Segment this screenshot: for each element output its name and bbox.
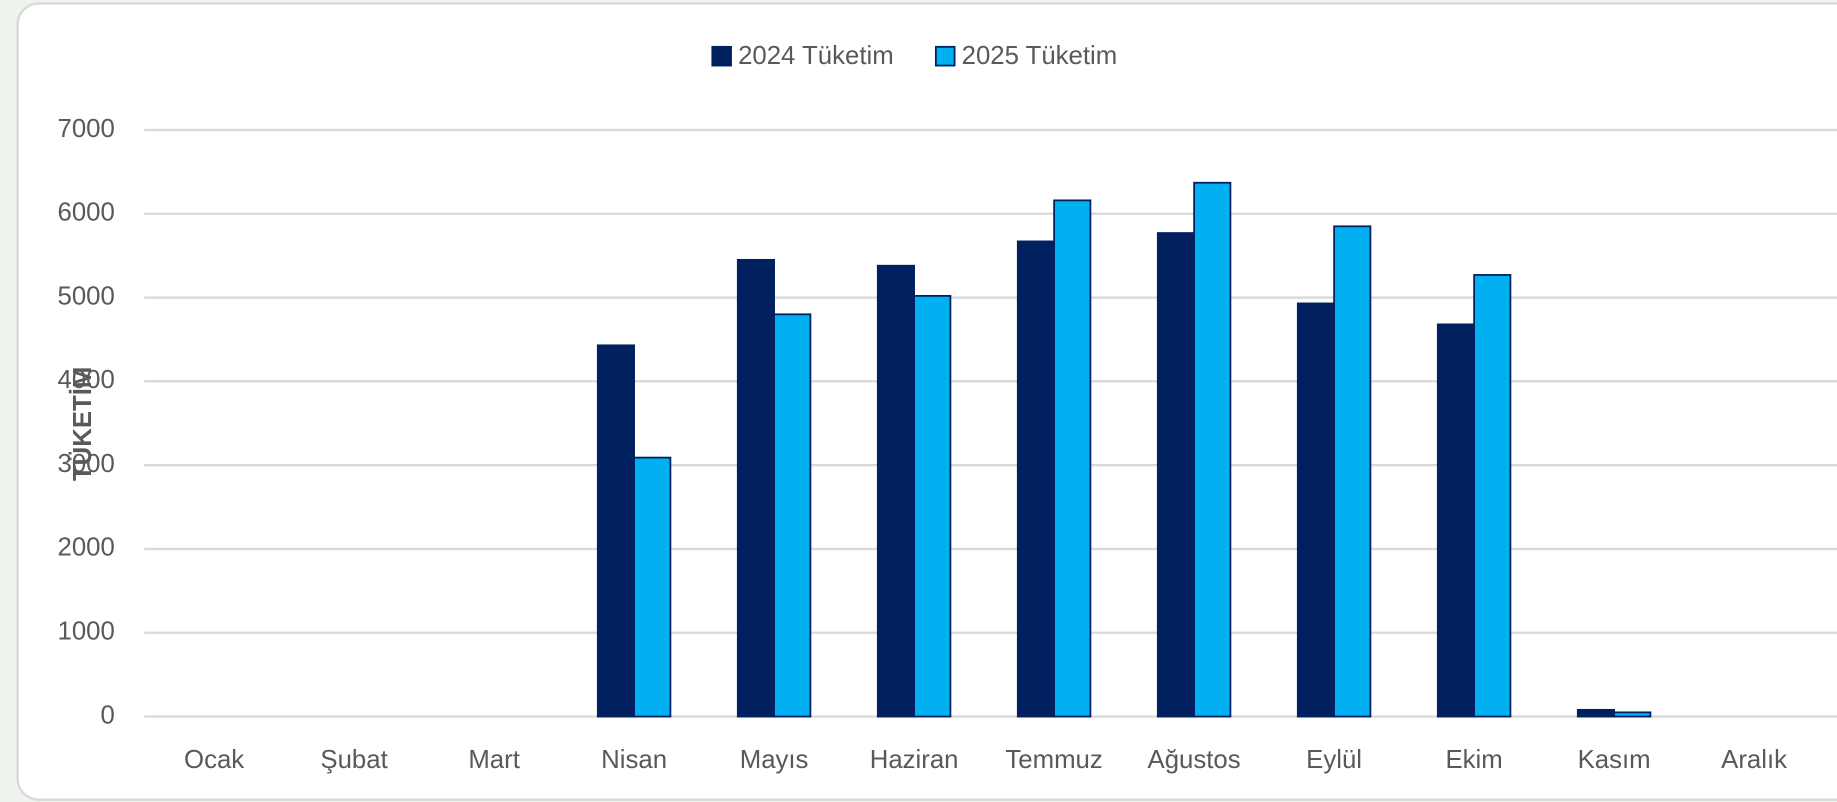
legend-swatch — [934, 45, 956, 67]
bar — [1613, 711, 1652, 718]
x-tick-label: Ağustos — [1148, 746, 1241, 774]
bar — [633, 456, 672, 718]
x-tick-label: Nisan — [601, 746, 667, 774]
y-tick-label: 7000 — [57, 115, 114, 143]
bar — [1576, 708, 1615, 718]
bar — [1193, 181, 1232, 718]
x-tick-label: Mayıs — [740, 746, 809, 774]
y-axis-title: TÜKETİM — [68, 367, 97, 481]
x-tick-label: Kasım — [1578, 746, 1651, 774]
bar — [913, 294, 952, 718]
legend-label: 2024 Tüketim — [738, 42, 894, 70]
x-tick-label: Şubat — [320, 746, 387, 774]
x-tick-label: Haziran — [870, 746, 959, 774]
y-tick-label: 4000 — [57, 366, 114, 394]
y-tick-label: 0 — [100, 701, 114, 729]
bar — [773, 313, 812, 718]
y-tick-label: 3000 — [57, 450, 114, 478]
bar — [1333, 225, 1372, 718]
bar — [1473, 274, 1512, 718]
x-tick-label: Mart — [468, 746, 520, 774]
x-tick-label: Eylül — [1306, 746, 1362, 774]
bar — [1016, 240, 1055, 718]
x-tick-label: Ekim — [1445, 746, 1502, 774]
y-tick-label: 1000 — [57, 618, 114, 646]
bar — [1053, 199, 1092, 718]
bar — [1296, 302, 1335, 718]
legend-swatch — [711, 45, 732, 67]
x-tick-label: Ocak — [184, 746, 244, 774]
bar — [876, 264, 915, 718]
y-tick-label: 6000 — [57, 199, 114, 227]
y-tick-label: 2000 — [57, 534, 114, 562]
y-tick-label: 5000 — [57, 282, 114, 310]
bar — [736, 258, 775, 718]
bar — [1436, 323, 1475, 718]
x-tick-label: Temmuz — [1005, 746, 1102, 774]
legend-label: 2025 Tüketim — [962, 42, 1118, 70]
bar — [1156, 232, 1195, 718]
x-tick-label: Aralık — [1721, 746, 1787, 774]
bar — [596, 344, 635, 718]
